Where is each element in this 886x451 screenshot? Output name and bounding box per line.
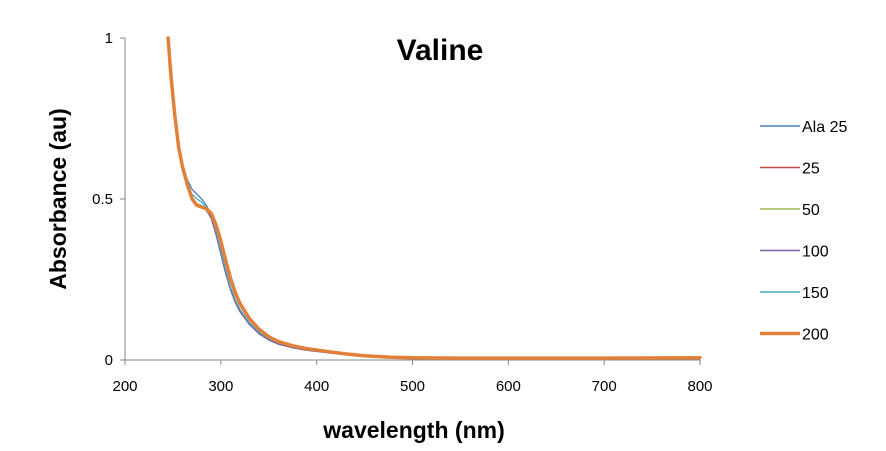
series-line-ala-25 xyxy=(167,37,701,360)
x-tick-label: 200 xyxy=(112,378,137,395)
legend-label: 25 xyxy=(802,161,820,178)
y-tick-label: 0 xyxy=(105,352,113,369)
series-line-100 xyxy=(167,37,701,360)
x-tick-label: 800 xyxy=(687,378,712,395)
plot-area: 00.51 200 300 400 500 600 700 800 xyxy=(92,30,712,395)
x-ticks: 200 300 400 500 600 700 800 xyxy=(112,360,713,395)
series-line-50 xyxy=(167,37,701,360)
series-group xyxy=(166,36,702,360)
y-ticks: 00.51 xyxy=(92,30,125,369)
legend-label: Ala 25 xyxy=(802,119,847,136)
legend-label: 200 xyxy=(802,327,829,344)
y-axis-label: Absorbance (au) xyxy=(45,108,71,289)
x-tick-label: 300 xyxy=(208,378,233,395)
chart-title: Valine xyxy=(397,34,484,67)
x-tick-label: 500 xyxy=(400,378,425,395)
legend-label: 150 xyxy=(802,285,829,302)
series-line-25 xyxy=(167,37,701,360)
y-tick-label: 1 xyxy=(105,30,113,47)
legend-label: 50 xyxy=(802,202,820,219)
x-tick-label: 700 xyxy=(592,378,617,395)
series-line-200 xyxy=(166,36,702,360)
legend: Ala 25 25 50 100 150 200 xyxy=(760,119,847,344)
x-axis-label: wavelength (nm) xyxy=(322,417,504,443)
y-tick-label: 0.5 xyxy=(92,191,113,208)
legend-label: 100 xyxy=(802,244,829,261)
x-tick-label: 400 xyxy=(304,378,329,395)
x-tick-label: 600 xyxy=(496,378,521,395)
series-line-150 xyxy=(167,37,701,360)
